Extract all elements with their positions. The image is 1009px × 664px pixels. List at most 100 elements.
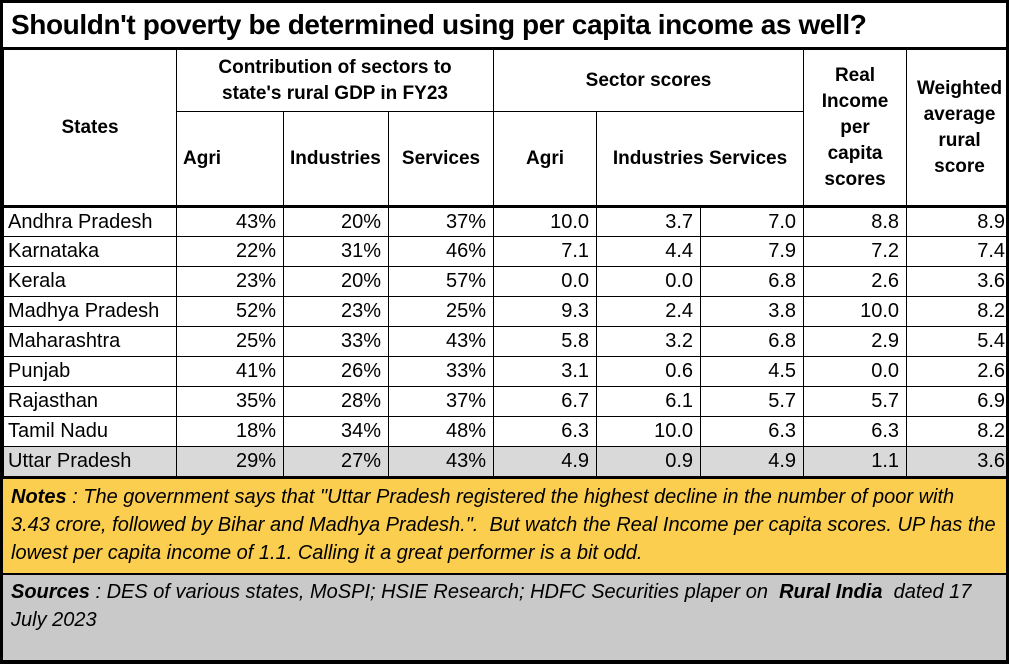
table-row: Andhra Pradesh 43% 20% 37% 10.0 3.7 7.0 8.8 8.9 <box>3 205 1006 237</box>
sources-emphasis: Rural India <box>779 581 883 603</box>
header-sub-row: Agri Industries Services Agri Industries… <box>4 111 1007 207</box>
state-cell: Rajasthan <box>3 386 177 417</box>
value-cell: 0.0 <box>493 266 598 297</box>
value-cell: 2.6 <box>803 266 908 297</box>
state-cell: Tamil Nadu <box>3 416 177 447</box>
value-cell: 5.7 <box>700 386 805 417</box>
value-cell: 18% <box>176 416 284 447</box>
value-cell: 0.0 <box>803 356 908 387</box>
value-cell: 33% <box>387 356 495 387</box>
col-header-score-agri: Agri <box>493 111 598 207</box>
sources-text-before: : DES of various states, MoSPI; HSIE Res… <box>89 581 780 603</box>
value-cell: 7.9 <box>700 236 805 267</box>
state-cell: Punjab <box>3 356 177 387</box>
value-cell: 4.9 <box>493 446 598 477</box>
value-cell: 52% <box>176 296 284 327</box>
value-cell: 57% <box>387 266 495 297</box>
value-cell: 37% <box>387 386 495 417</box>
table-body: Andhra Pradesh 43% 20% 37% 10.0 3.7 7.0 8.8 8.9 K… <box>3 205 1006 477</box>
value-cell: 43% <box>176 205 284 237</box>
value-cell: 6.1 <box>596 386 702 417</box>
value-cell: 3.1 <box>493 356 598 387</box>
value-cell: 46% <box>387 236 495 267</box>
value-cell: 25% <box>387 296 495 327</box>
value-cell: 41% <box>176 356 284 387</box>
table-row: Madhya Pradesh 52% 23% 25% 9.3 2.4 3.8 10.0 8.2 <box>3 296 1006 327</box>
value-cell: 8.2 <box>906 296 1006 327</box>
value-cell: 25% <box>176 326 284 357</box>
value-cell: 43% <box>387 446 495 477</box>
value-cell: 0.6 <box>596 356 702 387</box>
value-cell: 3.8 <box>700 296 805 327</box>
value-cell: 7.1 <box>493 236 598 267</box>
value-cell: 6.3 <box>700 416 805 447</box>
col-header-score-industries-services: Industries Services <box>596 111 805 207</box>
data-table: States Contribution of sectors to state'… <box>3 49 1007 477</box>
value-cell: 10.0 <box>493 205 598 237</box>
value-cell: 33% <box>283 326 389 357</box>
value-cell: 31% <box>283 236 389 267</box>
value-cell: 4.4 <box>596 236 702 267</box>
value-cell: 2.4 <box>596 296 702 327</box>
value-cell: 35% <box>176 386 284 417</box>
value-cell: 6.8 <box>700 326 805 357</box>
value-cell: 20% <box>283 205 389 237</box>
value-cell: 5.7 <box>803 386 908 417</box>
value-cell: 6.3 <box>493 416 598 447</box>
value-cell: 29% <box>176 446 284 477</box>
value-cell: 22% <box>176 236 284 267</box>
notes-text: : The government says that "Uttar Prades… <box>11 486 1002 564</box>
state-cell: Madhya Pradesh <box>3 296 177 327</box>
value-cell: 8.8 <box>803 205 908 237</box>
state-cell: Kerala <box>3 266 177 297</box>
value-cell: 3.6 <box>906 266 1006 297</box>
value-cell: 7.4 <box>906 236 1006 267</box>
value-cell: 20% <box>283 266 389 297</box>
table-header: States Contribution of sectors to state'… <box>3 49 1007 207</box>
table-row: Tamil Nadu 18% 34% 48% 6.3 10.0 6.3 6.3 8.2 <box>3 416 1006 447</box>
value-cell: 0.9 <box>596 446 702 477</box>
value-cell: 26% <box>283 356 389 387</box>
table-row: Kerala 23% 20% 57% 0.0 0.0 6.8 2.6 3.6 <box>3 266 1006 297</box>
state-cell: Karnataka <box>3 236 177 267</box>
table-row: Rajasthan 35% 28% 37% 6.7 6.1 5.7 5.7 6.9 <box>3 386 1006 417</box>
col-header-weighted: Weighted average rural score <box>906 49 1006 207</box>
value-cell: 43% <box>387 326 495 357</box>
col-group-sector-scores: Sector scores <box>493 49 805 112</box>
value-cell: 48% <box>387 416 495 447</box>
value-cell: 23% <box>283 296 389 327</box>
col-header-real-income: Real Income per capita scores <box>803 49 908 207</box>
value-cell: 23% <box>176 266 284 297</box>
value-cell: 5.4 <box>906 326 1006 357</box>
value-cell: 37% <box>387 205 495 237</box>
table-row: Karnataka 22% 31% 46% 7.1 4.4 7.9 7.2 7.4 <box>3 236 1006 267</box>
state-cell: Andhra Pradesh <box>3 205 177 237</box>
value-cell: 1.1 <box>803 446 908 477</box>
page-title: Shouldn't poverty be determined using pe… <box>3 3 1006 49</box>
value-cell: 34% <box>283 416 389 447</box>
state-cell: Uttar Pradesh <box>3 446 177 477</box>
value-cell: 8.2 <box>906 416 1006 447</box>
header-group-row: States Contribution of sectors to state'… <box>3 49 1006 207</box>
col-header-contrib-industries: Industries <box>283 111 389 207</box>
state-cell: Maharashtra <box>3 326 177 357</box>
notes-section: Notes : The government says that "Uttar … <box>3 477 1006 573</box>
value-cell: 2.6 <box>906 356 1006 387</box>
value-cell: 6.9 <box>906 386 1006 417</box>
col-group-contribution: Contribution of sectors to state's rural… <box>175 49 495 112</box>
value-cell: 5.8 <box>493 326 598 357</box>
col-header-contrib-agri: Agri <box>176 111 284 207</box>
value-cell: 4.5 <box>700 356 805 387</box>
value-cell: 27% <box>283 446 389 477</box>
value-cell: 4.9 <box>700 446 805 477</box>
value-cell: 10.0 <box>596 416 702 447</box>
value-cell: 3.7 <box>596 205 702 237</box>
sources-label: Sources <box>11 581 90 603</box>
col-header-contrib-services: Services <box>387 111 495 207</box>
sources-text-after: dated 17 July 2023 <box>11 581 977 631</box>
value-cell: 6.7 <box>493 386 598 417</box>
value-cell: 7.2 <box>803 236 908 267</box>
table-row: Uttar Pradesh 29% 27% 43% 4.9 0.9 4.9 1.1 3.6 <box>3 446 1006 477</box>
sources-section: Sources : DES of various states, MoSPI; … <box>3 573 1006 660</box>
